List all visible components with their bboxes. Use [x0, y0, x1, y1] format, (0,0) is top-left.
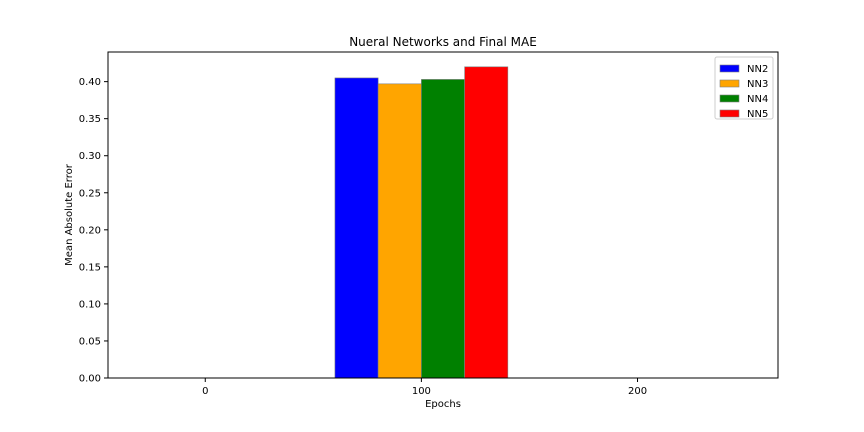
y-axis: 0.00 0.05 0.10 0.15 0.20 0.25 0.30 0.35 0.40	[79, 77, 108, 385]
x-tick-label: 0	[202, 386, 208, 397]
bar-nn5	[464, 66, 509, 379]
y-tick-label: 0.00	[79, 374, 101, 385]
bars-layer	[334, 66, 509, 379]
x-tick-label: 200	[628, 386, 647, 397]
y-tick-label: 0.05	[79, 336, 101, 347]
y-tick-label: 0.25	[79, 188, 101, 199]
legend-label-nn2: NN2	[747, 64, 768, 75]
plot-frame	[107, 51, 779, 379]
legend-label-nn4: NN4	[747, 94, 768, 105]
y-tick-label: 0.30	[79, 151, 101, 162]
y-tick-label: 0.15	[79, 262, 101, 273]
bar-nn4	[421, 79, 465, 379]
chart-title: Nueral Networks and Final MAE	[349, 35, 537, 49]
x-axis: 0 100 200	[202, 378, 647, 397]
legend-swatch-nn3	[719, 79, 740, 88]
legend-swatch-nn2	[719, 64, 740, 73]
legend: NN2 NN3 NN4 NN5	[714, 56, 774, 120]
y-axis-label: Mean Absolute Error	[64, 163, 75, 266]
y-tick-label: 0.40	[79, 77, 101, 88]
legend-swatch-nn5	[719, 109, 740, 118]
legend-label-nn3: NN3	[747, 79, 768, 90]
y-tick-label: 0.20	[79, 225, 101, 236]
x-tick-label: 100	[412, 386, 431, 397]
legend-swatch-nn4	[719, 94, 740, 103]
legend-box	[714, 56, 774, 120]
x-axis-label: Epochs	[425, 399, 461, 410]
legend-label-nn5: NN5	[747, 109, 768, 120]
bar-nn2	[334, 77, 379, 379]
bar-nn3	[377, 83, 422, 379]
y-tick-label: 0.35	[79, 114, 101, 125]
y-tick-label: 0.10	[79, 299, 101, 310]
